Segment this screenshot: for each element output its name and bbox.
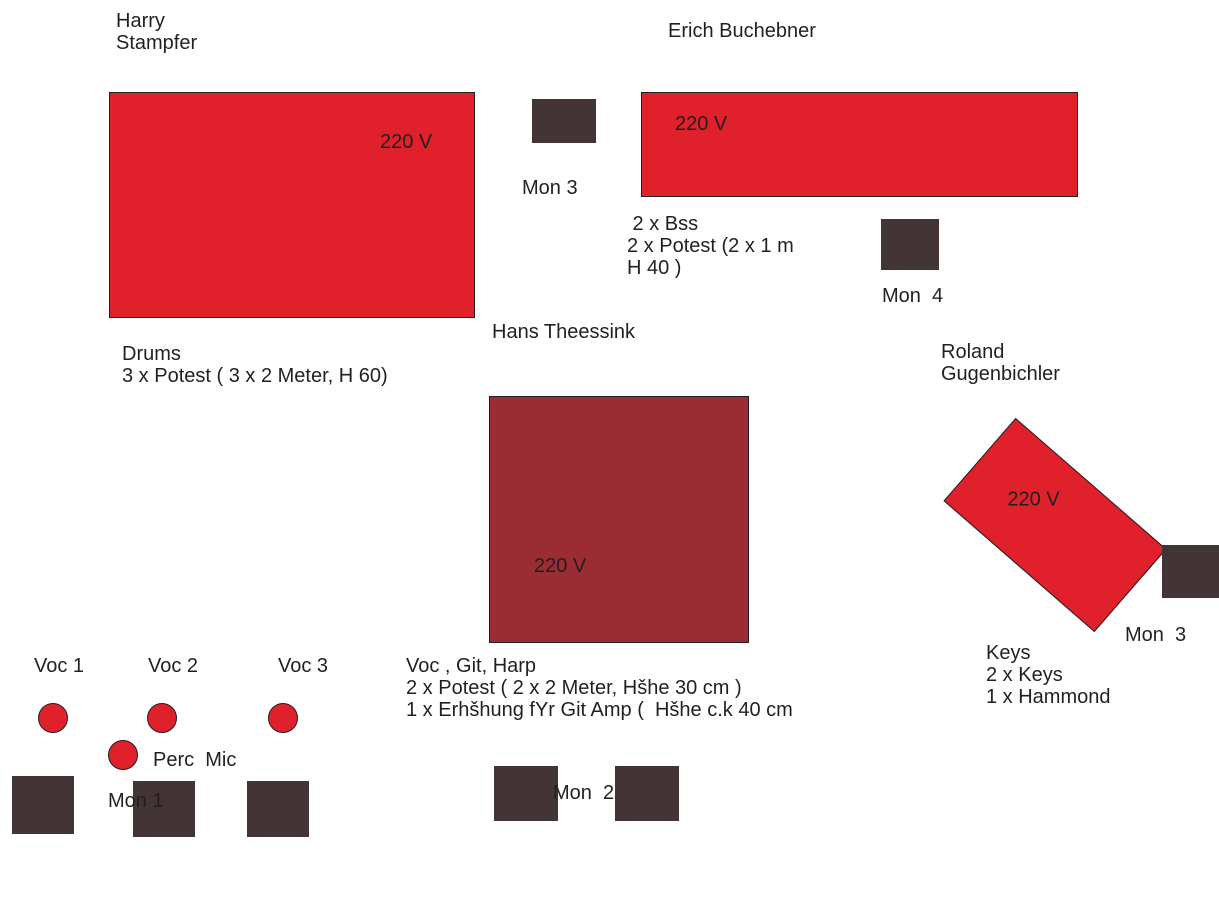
monitor-3-top [532,99,596,143]
bass-riser: 220 V [641,92,1078,197]
monitor-4 [881,219,939,270]
monitor-1-label: Mon 1 [108,790,164,812]
mic-voc1 [38,703,68,733]
keys-riser: 220 V [943,417,1167,633]
bass-note: 2 x Bss 2 x Potest (2 x 1 m H 40 ) [627,213,794,279]
monitor-3-right-label: Mon 3 [1125,624,1187,646]
monitor-2-right [615,766,679,821]
mic-voc3-label: Voc 3 [278,655,329,677]
mic-voc2-label: Voc 2 [148,655,199,677]
mic-voc2 [147,703,177,733]
keys-riser-voltage: 220 V [1007,488,1060,511]
player-erich-label: Erich Buchebner [668,20,816,42]
monitor-3-right [1162,545,1219,598]
mic-voc3 [268,703,298,733]
center-riser-voltage: 220 V [534,555,587,577]
mic-perc [108,740,138,770]
drum-riser-voltage: 220 V [380,131,433,153]
monitor-1-center [133,781,195,837]
player-hans-label: Hans Theessink [492,321,636,343]
drums-note: Drums 3 x Potest ( 3 x 2 Meter, H 60) [122,343,388,387]
monitor-1-right [247,781,309,837]
monitor-2-left [494,766,558,821]
monitor-1-left [12,776,74,834]
bass-riser-voltage: 220 V [675,113,728,135]
mic-perc-label: Perc Mic [153,749,237,771]
keys-note: Keys 2 x Keys 1 x Hammond [986,642,1111,708]
center-note: Voc , Git, Harp 2 x Potest ( 2 x 2 Meter… [406,655,793,721]
player-roland-label: Roland Gugenbichler [941,341,1060,385]
monitor-3-top-label: Mon 3 [522,177,578,199]
player-harry-label: Harry Stampfer [116,10,198,54]
monitor-2-label: Mon 2 [553,782,615,804]
monitor-4-label: Mon 4 [882,285,944,307]
center-riser: 220 V [489,396,749,643]
drum-riser: 220 V [109,92,475,318]
mic-voc1-label: Voc 1 [34,655,85,677]
